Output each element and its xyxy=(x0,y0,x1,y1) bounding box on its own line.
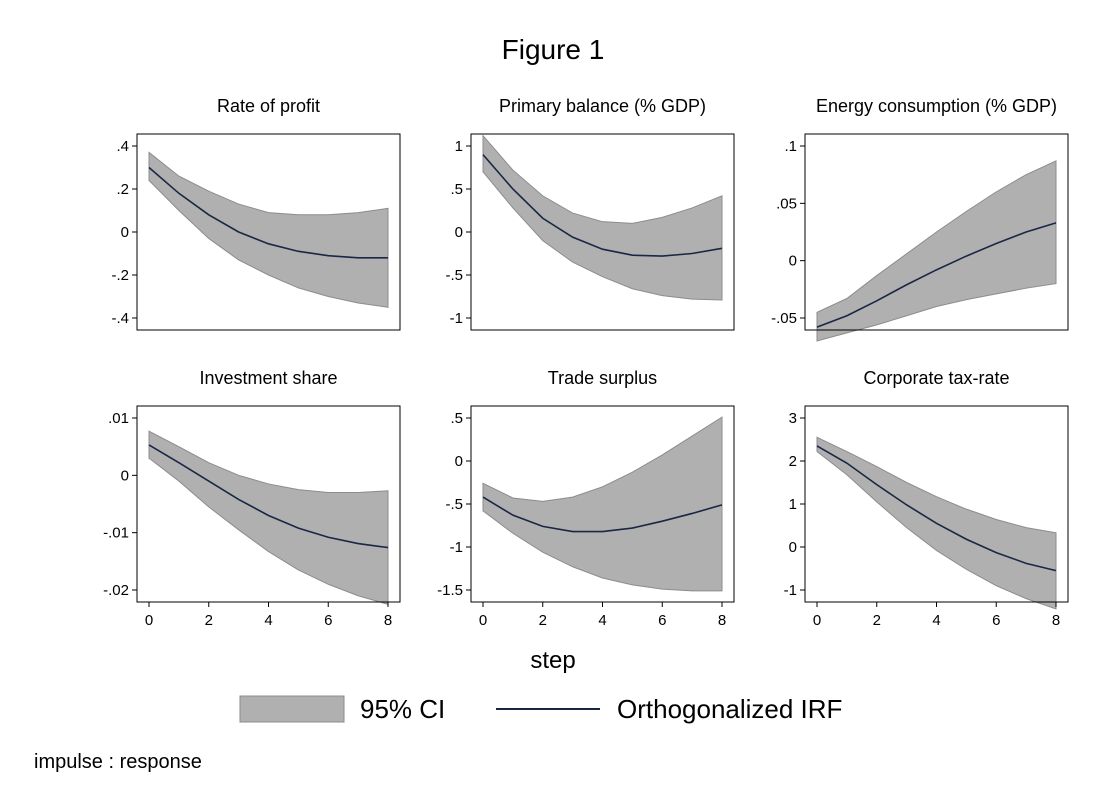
y-tick-label: -.05 xyxy=(771,310,797,327)
y-tick-label: 0 xyxy=(455,224,463,241)
y-tick-label: 2 xyxy=(789,453,797,470)
panel-title: Trade surplus xyxy=(548,368,657,388)
x-tick-label: 8 xyxy=(718,612,726,629)
figure-title: Figure 1 xyxy=(502,34,605,65)
y-tick-label: 1 xyxy=(789,496,797,513)
x-tick-label: 0 xyxy=(145,612,153,629)
x-tick-label: 8 xyxy=(1052,612,1060,629)
y-tick-label: -.5 xyxy=(445,267,463,284)
x-tick-label: 6 xyxy=(658,612,666,629)
y-tick-label: 0 xyxy=(789,253,797,270)
x-tick-label: 2 xyxy=(539,612,547,629)
y-tick-label: 0 xyxy=(455,453,463,470)
y-tick-label: -.5 xyxy=(445,496,463,513)
panel-4: Investment share .01 0 -.01 -.02 0 2 4 6 8 xyxy=(103,368,401,629)
y-tick-label: 0 xyxy=(789,539,797,556)
y-tick-label: 0 xyxy=(121,224,129,241)
x-tick-label: 6 xyxy=(324,612,332,629)
y-tick-label: 0 xyxy=(121,467,129,484)
panel-title: Rate of profit xyxy=(217,96,320,116)
x-tick-label: 2 xyxy=(205,612,213,629)
y-tick-label: -1 xyxy=(450,310,463,327)
legend-irf-label: Orthogonalized IRF xyxy=(617,694,842,724)
y-tick-label: .05 xyxy=(776,195,797,212)
y-tick-label: -.02 xyxy=(103,582,129,599)
panel-3: Energy consumption (% GDP) .1 .05 0 -.05 xyxy=(771,96,1069,342)
irf-line xyxy=(482,496,723,533)
irf-line xyxy=(816,445,1057,572)
y-tick-label: 1 xyxy=(455,138,463,155)
legend-ci-swatch xyxy=(239,695,345,723)
y-tick-label: .01 xyxy=(108,410,129,427)
x-tick-label: 6 xyxy=(992,612,1000,629)
y-tick-label: -1 xyxy=(450,539,463,556)
legend: 95% CI Orthogonalized IRF xyxy=(239,694,842,724)
panel-2: Primary balance (% GDP) 1 .5 0 -.5 -1 xyxy=(445,96,735,331)
irf-line xyxy=(148,444,389,549)
y-tick-label: -1.5 xyxy=(437,582,463,599)
y-tick-label: -.2 xyxy=(111,267,129,284)
irf-line xyxy=(816,222,1057,328)
y-tick-label: 3 xyxy=(789,410,797,427)
panel-title: Energy consumption (% GDP) xyxy=(816,96,1057,116)
irf-line xyxy=(482,154,723,257)
x-tick-label: 4 xyxy=(598,612,606,629)
ci-band xyxy=(148,430,389,605)
y-tick-label: .4 xyxy=(116,138,129,155)
panel-title: Corporate tax-rate xyxy=(863,368,1009,388)
panel-title: Primary balance (% GDP) xyxy=(499,96,706,116)
y-tick-label: .5 xyxy=(450,410,463,427)
y-tick-label: .1 xyxy=(784,138,797,155)
ci-band xyxy=(482,416,723,592)
x-tick-label: 0 xyxy=(479,612,487,629)
ci-band xyxy=(816,160,1057,342)
ci-band xyxy=(148,151,389,308)
panels-grid: Rate of profit .4 .2 0 -.2 -.4 Primary balance… xyxy=(103,96,1069,629)
x-axis-label: step xyxy=(530,647,575,674)
panel-title: Investment share xyxy=(199,368,337,388)
plot-frame xyxy=(804,133,1069,331)
y-tick-label: -.01 xyxy=(103,525,129,542)
legend-ci-label: 95% CI xyxy=(360,694,445,724)
panel-5: Trade surplus .5 0 -.5 -1 -1.5 0 2 4 6 8 xyxy=(437,368,735,629)
x-tick-label: 8 xyxy=(384,612,392,629)
figure-note: impulse : response xyxy=(34,751,202,773)
panel-1: Rate of profit .4 .2 0 -.2 -.4 xyxy=(111,96,401,331)
y-tick-label: -1 xyxy=(784,582,797,599)
x-tick-label: 2 xyxy=(873,612,881,629)
irf-line xyxy=(148,166,388,259)
ci-band xyxy=(482,134,723,301)
x-tick-label: 0 xyxy=(813,612,821,629)
y-tick-label: .5 xyxy=(450,181,463,198)
x-tick-label: 4 xyxy=(932,612,940,629)
y-tick-label: -.4 xyxy=(111,310,129,327)
y-tick-label: .2 xyxy=(116,181,129,198)
panel-6: Corporate tax-rate 3 2 1 0 -1 0 2 4 6 8 xyxy=(784,368,1069,629)
x-tick-label: 4 xyxy=(264,612,272,629)
